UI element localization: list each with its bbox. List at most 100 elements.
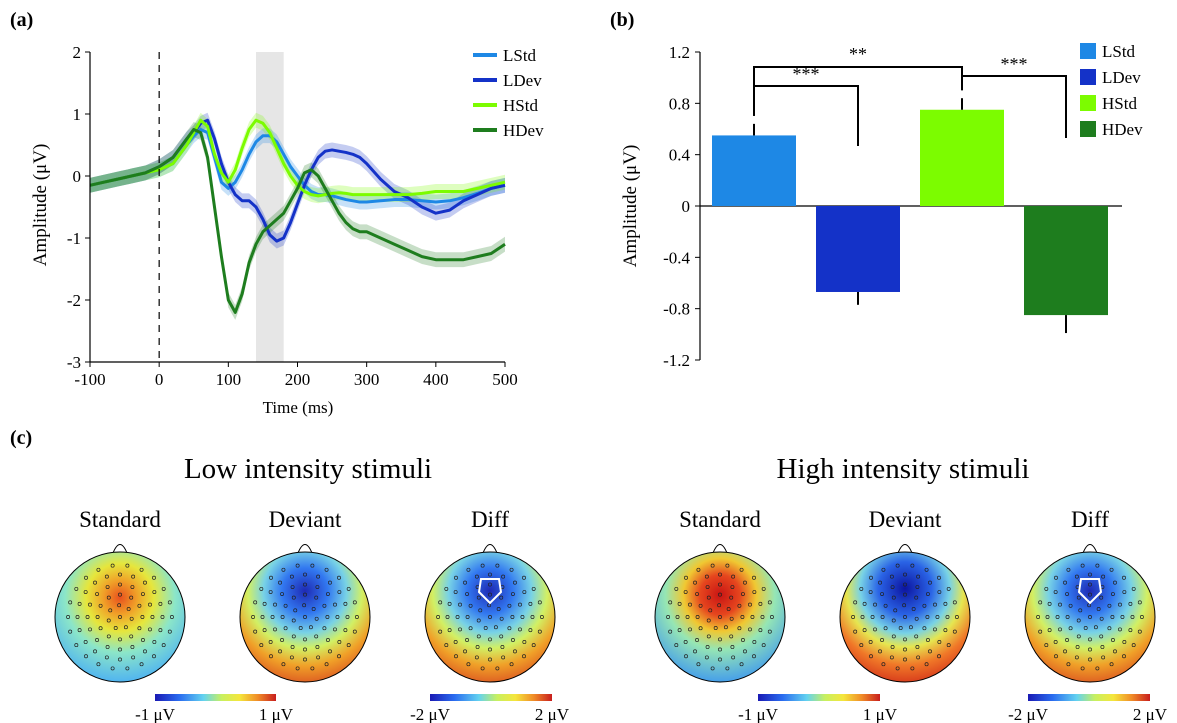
electrode-dot: [262, 601, 267, 606]
electrode-dot: [910, 666, 915, 671]
electrode-dot: [302, 603, 307, 608]
electrode-dot: [118, 647, 122, 652]
electrode-dot: [444, 586, 449, 591]
electrode-dot: [737, 626, 742, 631]
electrode-grid: [251, 563, 359, 671]
electrode-dot: [908, 625, 913, 630]
nose-icon: [897, 544, 913, 554]
electrode-dot: [729, 616, 734, 621]
electrode-dot: [873, 627, 877, 632]
electrode-dot: [531, 586, 536, 591]
nose-icon: [297, 544, 313, 554]
electrode-dot: [1088, 637, 1092, 642]
electrode-dot: [495, 666, 500, 671]
electrode-dot: [260, 615, 265, 619]
electrode-dot: [88, 602, 92, 607]
electrode-dot: [1113, 580, 1117, 585]
electrode-dot: [761, 643, 766, 648]
electrode-dot: [118, 572, 122, 577]
nose-icon: [482, 544, 498, 554]
sig-bracket-hstd-hdev: [961, 75, 1067, 138]
panel-label-c: (c): [10, 427, 32, 449]
electrode-dot: [96, 567, 101, 572]
electrode-dot: [853, 629, 858, 634]
bar-y-tick-label: 0.8: [669, 94, 690, 113]
electrode-dot: [293, 608, 298, 613]
electrode-dot: [118, 592, 122, 597]
electrode-dot: [1122, 575, 1126, 580]
electrode-dot: [303, 637, 307, 642]
electrode-dot: [454, 654, 458, 659]
electrode-dot: [1100, 645, 1105, 649]
electrode-dot: [95, 637, 100, 642]
electrode-dot: [105, 585, 110, 589]
electrode-dot: [522, 590, 527, 594]
electrode-dot: [137, 603, 142, 608]
bar-y-tick-label: -0.4: [663, 248, 690, 267]
electrode-dot: [698, 626, 703, 631]
y-tick-label: 1: [73, 105, 82, 124]
bar-ldev: [816, 206, 900, 292]
bar-y-tick-label: 1.2: [669, 43, 690, 62]
electrode-dot: [1107, 626, 1112, 631]
electrode-dot: [705, 645, 710, 649]
electrode-dot: [933, 602, 937, 607]
electrode-dot: [674, 586, 679, 591]
electrode-dot: [1122, 654, 1126, 659]
colorbar: [155, 694, 276, 701]
electrode-dot: [1068, 626, 1073, 631]
electrode-dot: [935, 615, 940, 619]
x-tick-label: 200: [285, 370, 311, 389]
electrode-dot: [117, 603, 122, 608]
electrode-dot: [737, 603, 742, 608]
electrode-dot: [898, 626, 903, 630]
colorbar-max-label: 1 μV: [259, 705, 294, 723]
electrode-dot: [1130, 615, 1135, 619]
electrode-dot: [868, 590, 873, 594]
electrode-dot: [916, 574, 921, 579]
electrode-dot: [93, 580, 97, 585]
electrode-dot: [696, 567, 701, 572]
electrode-dot: [869, 654, 873, 659]
electrode-dot: [328, 580, 332, 585]
electrode-dot: [708, 608, 713, 613]
electrode-dot: [262, 628, 267, 633]
electrode-dot: [289, 574, 294, 579]
electrode-dot: [539, 615, 544, 619]
electrode-dot: [683, 640, 688, 644]
electrode-grid: [1036, 563, 1144, 671]
electrode-dot: [118, 637, 122, 642]
electrode-dot: [96, 662, 101, 667]
bar-legend-label: HStd: [1102, 94, 1137, 113]
electrode-dot: [444, 643, 449, 648]
electrode-dot: [465, 592, 470, 597]
electrode-dot: [903, 647, 907, 652]
legend-label: LStd: [503, 46, 537, 65]
electrode-dot: [468, 626, 473, 631]
electrode-dot: [118, 657, 122, 662]
electrode-dot: [954, 615, 959, 619]
electrode-dot: [698, 603, 703, 608]
electrode-dot: [1137, 600, 1142, 605]
electrode-dot: [1074, 574, 1079, 579]
electrode-dot: [152, 640, 157, 644]
electrode-dot: [758, 601, 763, 606]
electrode-dot: [1076, 618, 1081, 623]
electrode-dot: [743, 580, 747, 585]
x-axis-label: Time (ms): [263, 398, 334, 417]
electrode-dot: [718, 615, 722, 619]
colorbar: [430, 694, 552, 701]
electrode-dot: [295, 563, 300, 568]
sig-label: ***: [793, 64, 820, 84]
electrode-dot: [488, 592, 492, 597]
electrode-dot: [507, 626, 512, 631]
electrode-dot: [125, 666, 130, 671]
electrode-dot: [324, 662, 329, 667]
electrode-dot: [740, 615, 745, 619]
electrode-dot: [499, 616, 504, 621]
electrode-dot: [283, 626, 288, 631]
electrode-dot: [922, 603, 927, 608]
electrode-dot: [251, 615, 256, 619]
electrode-dot: [1083, 626, 1088, 630]
electrode-dot: [1076, 595, 1081, 600]
